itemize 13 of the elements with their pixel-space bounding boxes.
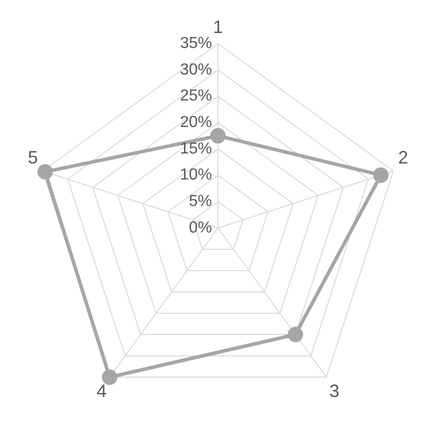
spoke-label: 2 [398, 148, 408, 168]
y-tick-label: 20% [180, 114, 212, 132]
y-tick-label: 25% [180, 88, 212, 105]
y-tick-label: 35% [180, 35, 212, 52]
spoke-label: 4 [96, 380, 107, 401]
y-tick-label: 5% [188, 193, 212, 210]
y-tick-label: 0% [188, 219, 212, 236]
spoke-label: 1 [212, 16, 224, 37]
y-tick-label: 15% [180, 140, 212, 158]
spoke-label: 3 [329, 380, 340, 401]
y-tick-label: 10% [180, 166, 212, 184]
spoke-label: 5 [28, 148, 38, 168]
y-tick-label: 30% [180, 61, 212, 78]
